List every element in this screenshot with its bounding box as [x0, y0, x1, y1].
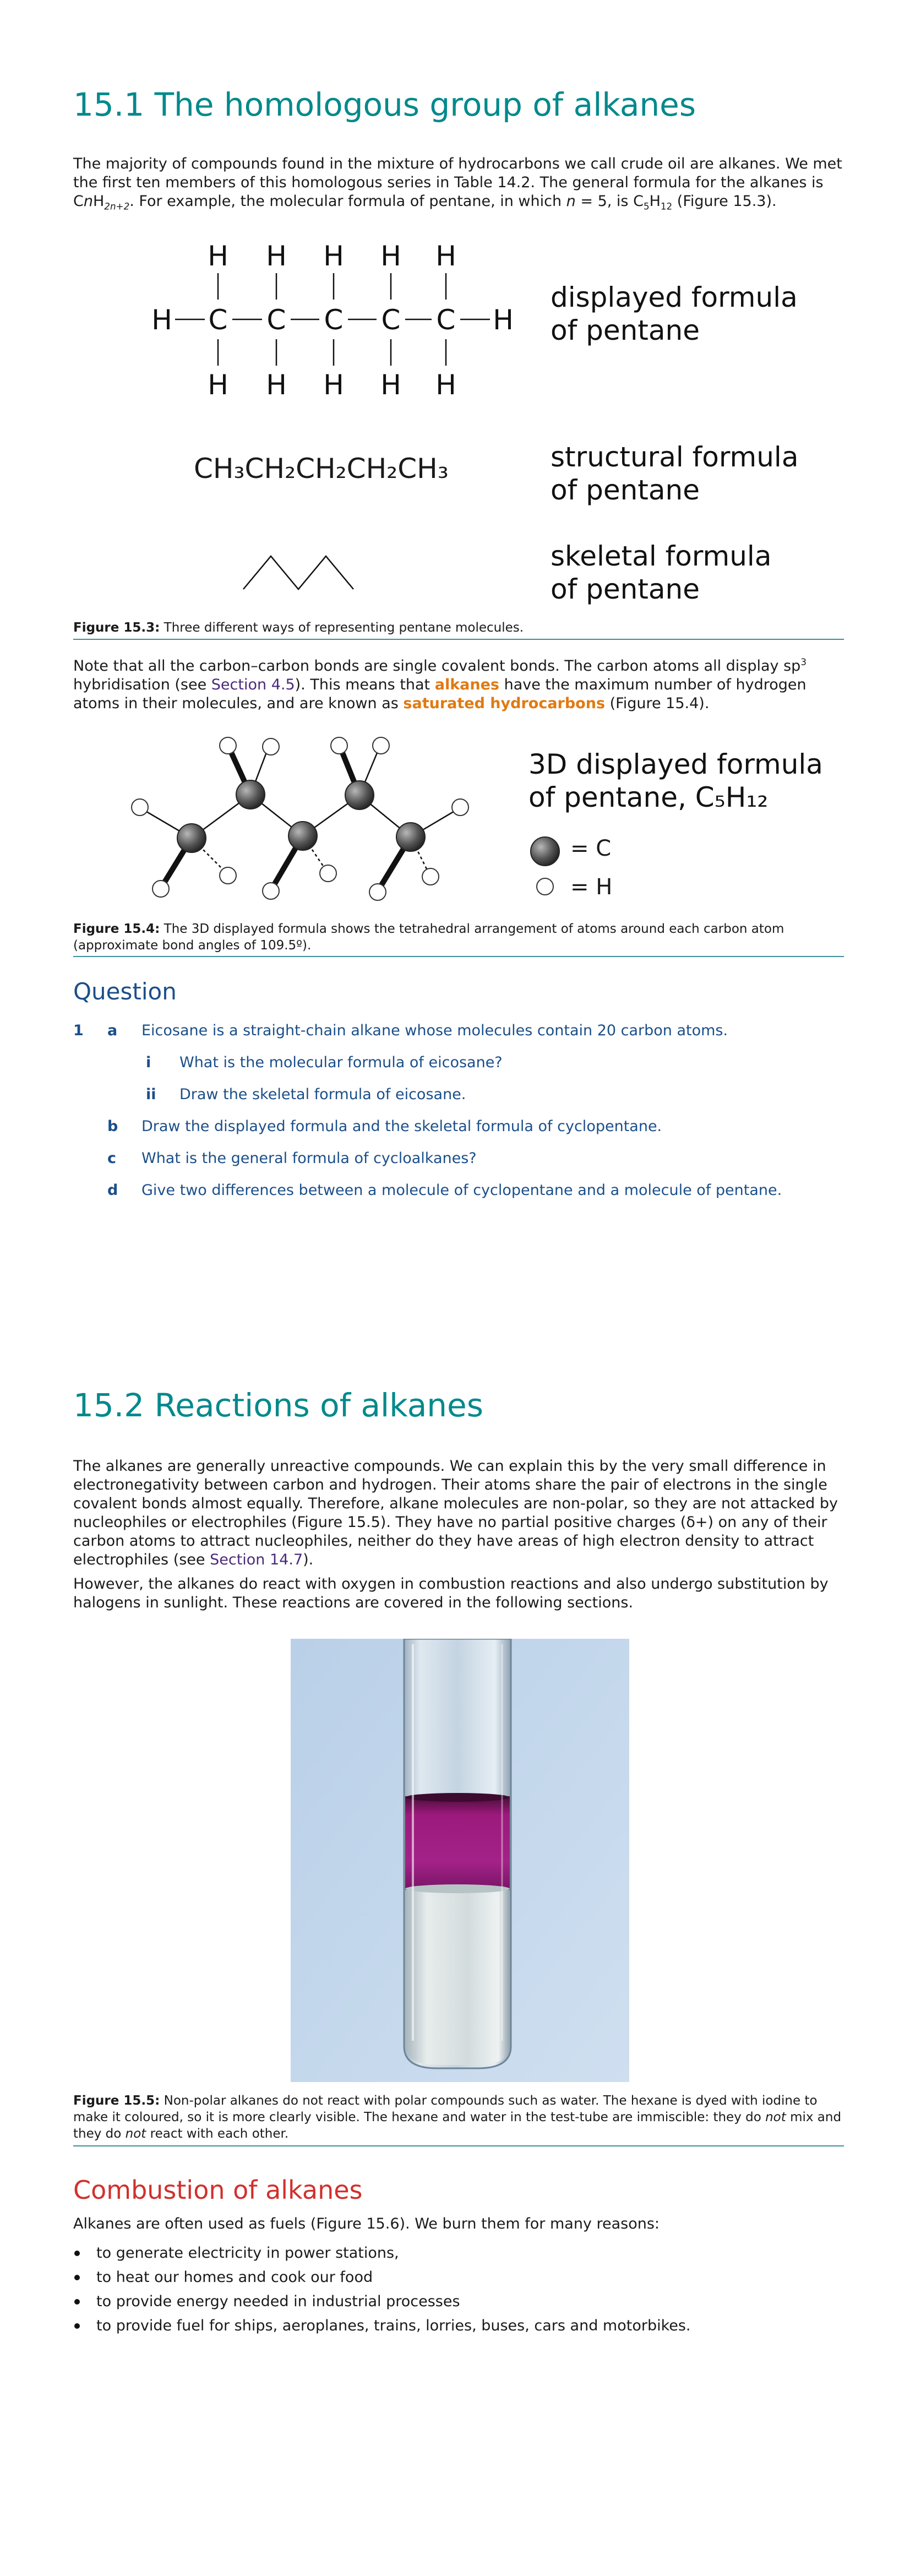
pentane-3d-model	[131, 737, 469, 901]
link-section-14-7[interactable]: Section 14.7	[210, 1551, 303, 1568]
keyword-saturated-hydrocarbons: saturated hydrocarbons	[403, 695, 606, 712]
question-part-b: Draw the displayed formula and the skele…	[141, 1118, 662, 1135]
combustion-intro: Alkanes are often used as fuels (Figure …	[73, 2215, 660, 2232]
atom-c: C	[382, 304, 401, 336]
atom-h: H	[208, 240, 228, 272]
divider	[73, 956, 844, 957]
list-item: to heat our homes and cook our food	[73, 2265, 691, 2290]
question-part-label: c	[107, 1150, 117, 1167]
list-item: to generate electricity in power station…	[73, 2241, 691, 2265]
figure-15-5-caption: Figure 15.5: Non-polar alkanes do not re…	[73, 2094, 842, 2141]
question-part-label: b	[107, 1118, 118, 1135]
list-item: to provide energy needed in industrial p…	[73, 2290, 691, 2314]
test-tube-photo	[291, 1639, 629, 2082]
atom-c: C	[437, 304, 456, 336]
atom-h: H	[323, 240, 344, 272]
atom-h: H	[435, 240, 456, 272]
question-part-a-i: What is the molecular formula of eicosan…	[179, 1054, 503, 1071]
question-heading: Question	[73, 978, 177, 1005]
legend-hydrogen: = H	[570, 874, 613, 900]
atom-h: H	[151, 304, 172, 336]
combustion-heading: Combustion of alkanes	[73, 2175, 363, 2205]
question-part-label: d	[107, 1182, 118, 1199]
displayed-formula-pentane: H H H H H H C C C C C H H H H H H	[151, 240, 514, 401]
combustion-uses-list: to generate electricity in power station…	[73, 2241, 691, 2338]
question-part-label: ii	[146, 1086, 156, 1103]
figure-15-3-caption: Figure 15.3: Three different ways of rep…	[73, 621, 524, 635]
intro-paragraph: The majority of compounds found in the m…	[73, 155, 842, 212]
reactions-paragraph: The alkanes are generally unreactive com…	[73, 1458, 838, 1568]
divider	[73, 639, 844, 640]
skeletal-formula-pentane	[243, 555, 354, 590]
bonds	[175, 273, 490, 366]
3d-formula-label: 3D displayed formula of pentane, C₅H₁₂	[528, 748, 823, 813]
atom-c: C	[324, 304, 344, 336]
question-part-label: i	[146, 1054, 151, 1071]
atom-h: H	[493, 304, 514, 336]
question-part-d: Give two differences between a molecule …	[141, 1182, 782, 1199]
keyword-alkanes: alkanes	[434, 676, 499, 693]
displayed-formula-label: displayed formula of pentane	[551, 281, 798, 346]
structural-formula: CH₃CH₂CH₂CH₂CH₃	[194, 453, 449, 485]
atom-h: H	[380, 240, 401, 272]
hydrogen-atom-icon	[536, 878, 554, 895]
question-part-a: Eicosane is a straight-chain alkane whos…	[141, 1022, 728, 1039]
section-title-15-2: 15.2 Reactions of alkanes	[73, 1387, 483, 1424]
link-section-4-5[interactable]: Section 4.5	[211, 676, 295, 693]
atom-c: C	[267, 304, 286, 336]
legend-carbon: = C	[570, 836, 612, 861]
section-title-15-1: 15.1 The homologous group of alkanes	[73, 86, 696, 123]
atom-h: H	[435, 369, 456, 401]
figure-15-4-caption: Figure 15.4: The 3D displayed formula sh…	[73, 922, 784, 953]
carbon-atom-icon	[530, 836, 560, 866]
atom-h: H	[380, 369, 401, 401]
reactions-paragraph-2: However, the alkanes do react with oxyge…	[73, 1575, 829, 1611]
hybridisation-paragraph: Note that all the carbon–carbon bonds ar…	[73, 656, 807, 712]
legend-atom-icons	[530, 836, 560, 895]
skeletal-formula-label: skeletal formula of pentane	[551, 540, 772, 605]
atom-h: H	[266, 369, 287, 401]
divider	[73, 2145, 844, 2146]
atom-h: H	[208, 369, 228, 401]
question-part-a-ii: Draw the skeletal formula of eicosane.	[179, 1086, 466, 1103]
structural-formula-label: structural formula of pentane	[551, 441, 799, 506]
question-part-c: What is the general formula of cycloalka…	[141, 1150, 477, 1167]
atom-h: H	[266, 240, 287, 272]
question-part-label: a	[107, 1022, 118, 1039]
atom-h: H	[323, 369, 344, 401]
list-item: to provide fuel for ships, aeroplanes, t…	[73, 2314, 691, 2338]
question-number: 1	[73, 1022, 84, 1039]
atom-c: C	[209, 304, 228, 336]
